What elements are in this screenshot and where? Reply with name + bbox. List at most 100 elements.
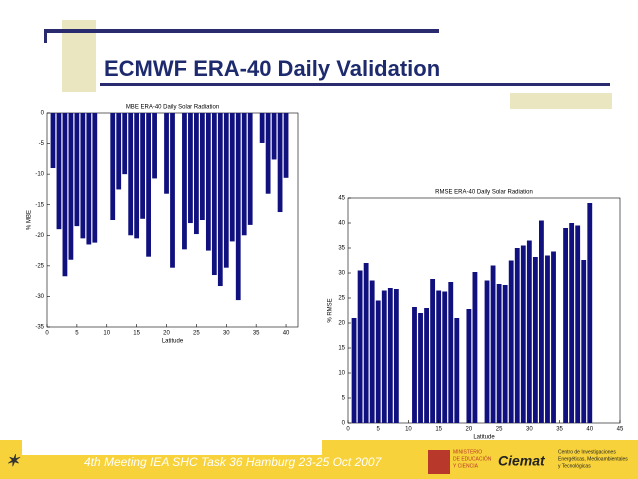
y-tick-label: 5 (342, 396, 346, 402)
y-tick-label: 20 (338, 321, 345, 327)
x-tick-label: 0 (45, 331, 49, 337)
bar (188, 113, 193, 224)
decor-line (44, 29, 439, 33)
ciemat-logo: Ciemat (498, 453, 546, 469)
bar (92, 113, 98, 243)
y-tick-label: -25 (35, 263, 44, 269)
bar (211, 113, 217, 276)
x-tick-label: 35 (253, 331, 260, 337)
ministry-emblem (428, 450, 450, 474)
bar (563, 228, 569, 423)
bar (152, 113, 157, 179)
bar (56, 113, 62, 230)
bar (241, 113, 247, 236)
bar (223, 113, 229, 268)
bar (539, 220, 544, 423)
bar (412, 307, 417, 423)
centro-text: Centro de Investigaciones (558, 449, 616, 455)
bar (418, 313, 423, 423)
x-tick-label: 40 (586, 427, 593, 433)
x-tick-label: 40 (283, 331, 290, 337)
bar (581, 260, 587, 423)
bar (508, 260, 514, 423)
bar (575, 225, 581, 423)
bar (194, 113, 199, 235)
bar (375, 300, 381, 423)
chart-title: MBE ERA-40 Daily Solar Radiation (126, 105, 219, 111)
bar (235, 113, 241, 301)
x-tick-label: 30 (223, 331, 230, 337)
decor-line (100, 83, 610, 86)
y-tick-label: -10 (35, 172, 44, 178)
bar (199, 113, 205, 220)
bar (247, 113, 253, 225)
bar (526, 240, 532, 423)
y-axis-label: % RMSE (328, 298, 334, 322)
bar (50, 113, 56, 169)
x-tick-label: 45 (617, 427, 624, 433)
bar (448, 282, 454, 423)
ministry-text: MINISTERIO (453, 449, 482, 455)
bar (357, 270, 363, 423)
x-tick-label: 5 (75, 331, 79, 337)
decor-block (510, 93, 612, 109)
bar (170, 113, 175, 268)
x-tick-label: 30 (526, 427, 533, 433)
ministry-text: DE EDUCACIÓN (453, 455, 492, 462)
bar (424, 308, 429, 423)
x-tick-label: 25 (193, 331, 200, 337)
bar (466, 309, 472, 423)
x-tick-label: 15 (133, 331, 140, 337)
centro-text: y Tecnológicas (558, 463, 591, 469)
x-tick-label: 10 (405, 427, 412, 433)
x-tick-label: 10 (103, 331, 110, 337)
bar (520, 245, 526, 423)
x-tick-label: 20 (163, 331, 170, 337)
bar (134, 113, 140, 239)
bar (74, 113, 80, 227)
bar (545, 255, 550, 423)
bar (442, 291, 448, 423)
y-tick-label: -35 (35, 325, 44, 331)
bar (62, 113, 68, 277)
y-tick-label: 15 (338, 346, 345, 352)
y-tick-label: -20 (35, 233, 44, 239)
bar (116, 113, 122, 190)
bar (454, 318, 460, 423)
bar (430, 279, 436, 423)
x-tick-label: 20 (466, 427, 473, 433)
footer-logo: ✶ (6, 453, 21, 470)
bar (277, 113, 283, 213)
y-tick-label: 10 (338, 371, 345, 377)
bar (259, 113, 265, 143)
bar (164, 113, 169, 194)
x-axis-label: Latitude (162, 339, 184, 345)
y-tick-label: 45 (338, 196, 345, 202)
y-axis-label: % MBE (27, 210, 33, 230)
bar (128, 113, 134, 236)
decor-line (44, 29, 47, 43)
bar (490, 265, 496, 423)
bar (283, 113, 289, 178)
bar (146, 113, 151, 257)
slide-title: ECMWF ERA-40 Daily Validation (104, 56, 440, 81)
y-tick-label: 25 (338, 296, 345, 302)
bar (110, 113, 116, 220)
bar (351, 318, 357, 423)
bar (271, 113, 277, 160)
bar (86, 113, 92, 245)
bar (363, 263, 369, 423)
x-tick-label: 5 (377, 427, 381, 433)
bar (532, 257, 538, 423)
footer-text: 4th Meeting IEA SHC Task 36 Hamburg 23-2… (84, 455, 383, 469)
plot-area (347, 197, 621, 424)
y-tick-label: -5 (39, 141, 45, 147)
bar (436, 290, 442, 423)
y-tick-label: 30 (338, 271, 345, 277)
bar (472, 272, 478, 423)
bar (369, 280, 375, 423)
x-tick-label: 15 (435, 427, 442, 433)
bar (80, 113, 86, 239)
bar (484, 280, 490, 423)
